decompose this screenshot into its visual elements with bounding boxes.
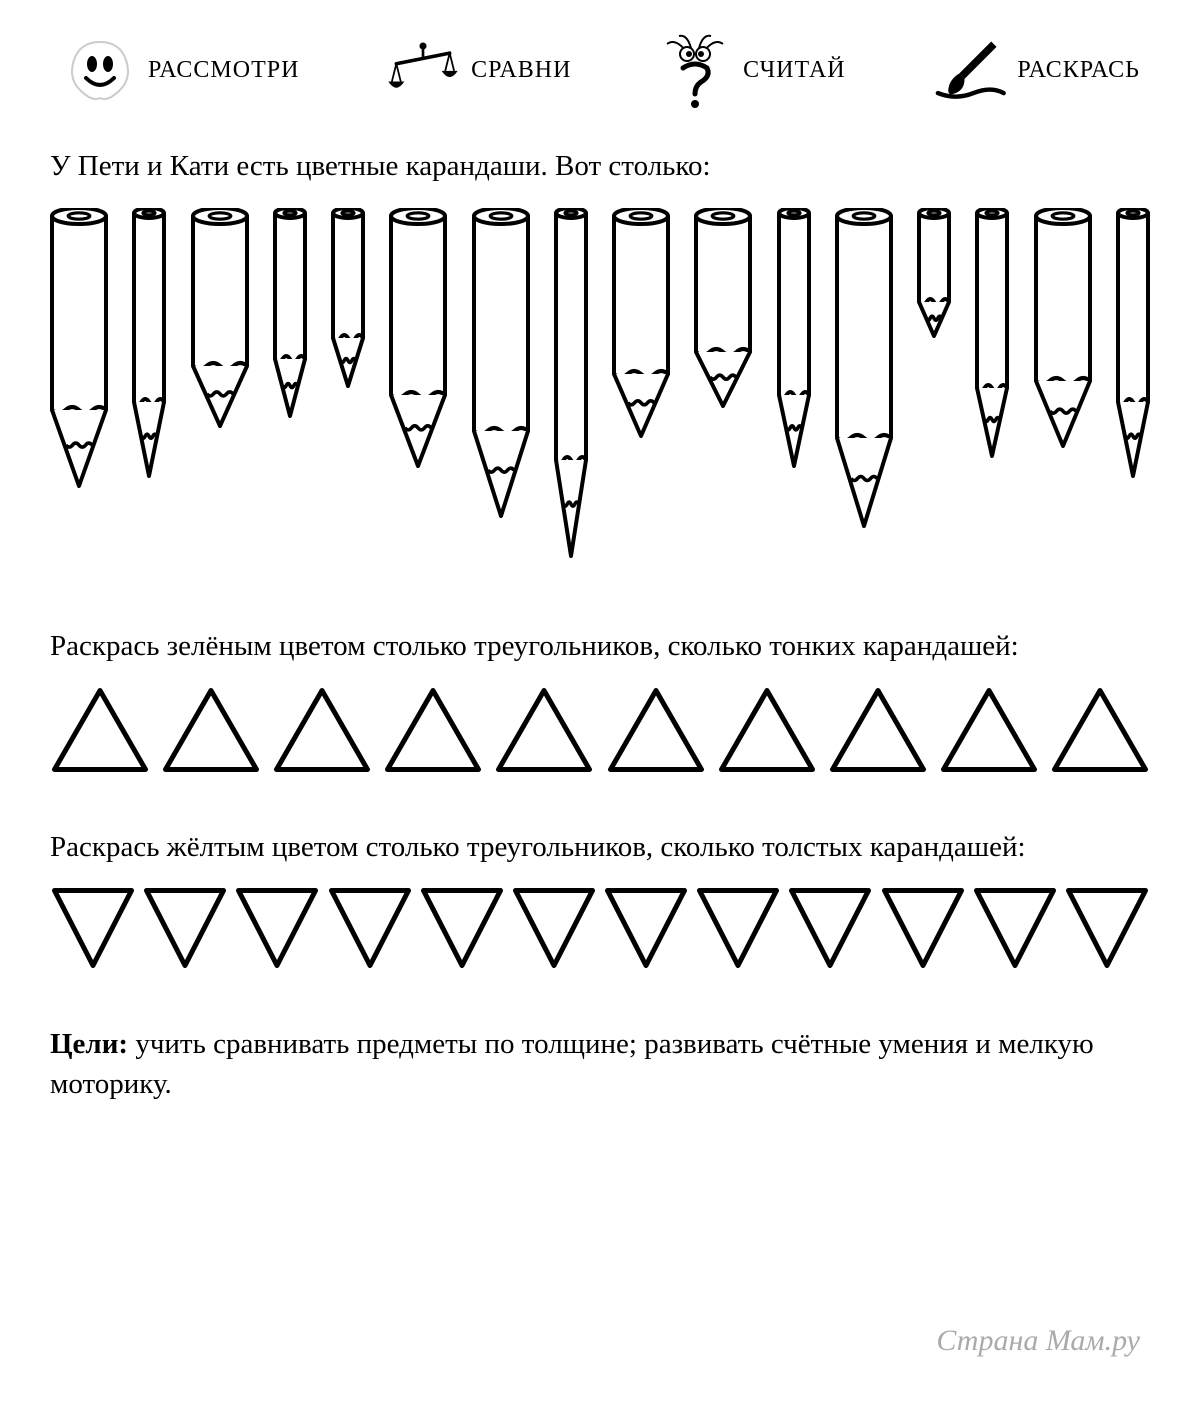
- header-item-count: СЧИТАЙ: [655, 30, 845, 110]
- triangle-down: [50, 886, 136, 970]
- watermark: Страна Мам.ру: [936, 1324, 1140, 1358]
- triangle-down: [972, 886, 1058, 970]
- header-label-color: РАСКРАСЬ: [1017, 57, 1140, 84]
- triangles-row-down: [50, 886, 1150, 970]
- pencil-thin: [975, 208, 1009, 458]
- pencil-thick: [389, 208, 447, 468]
- pencil-thick: [694, 208, 752, 408]
- triangle-up: [606, 686, 706, 774]
- triangle-up: [50, 686, 150, 774]
- pencil-thick: [612, 208, 670, 438]
- pencil-thick: [1034, 208, 1092, 448]
- triangle-down: [511, 886, 597, 970]
- triangle-up: [717, 686, 817, 774]
- task2-text: Раскрась жёлтым цветом столько треугольн…: [50, 829, 1150, 867]
- pencil-thin: [1116, 208, 1150, 478]
- triangles-row-up: [50, 686, 1150, 774]
- triangle-up: [828, 686, 928, 774]
- header-label-look: РАССМОТРИ: [148, 57, 299, 84]
- triangle-down: [1064, 886, 1150, 970]
- triangle-down: [234, 886, 320, 970]
- triangle-up: [939, 686, 1039, 774]
- header-item-look: РАССМОТРИ: [60, 30, 299, 110]
- pencil-thin: [917, 208, 951, 338]
- triangle-down: [880, 886, 966, 970]
- pencil-thin: [132, 208, 166, 478]
- triangle-up: [272, 686, 372, 774]
- goals-label: Цели:: [50, 1028, 128, 1060]
- task1-text: Раскрась зелёным цветом столько треуголь…: [50, 628, 1150, 666]
- header-row: РАССМОТРИ СРАВНИ: [50, 30, 1150, 110]
- intro-text: У Пети и Кати есть цветные карандаши. Во…: [50, 150, 1150, 183]
- brush-icon: [929, 30, 1009, 110]
- pencils-row: [50, 208, 1150, 568]
- triangle-up: [161, 686, 261, 774]
- triangle-down: [695, 886, 781, 970]
- header-label-compare: СРАВНИ: [471, 57, 571, 84]
- header-item-compare: СРАВНИ: [383, 30, 571, 110]
- pencil-thick: [50, 208, 108, 488]
- pencil-thick: [191, 208, 249, 428]
- question-creature-icon: [655, 30, 735, 110]
- pencil-thin: [273, 208, 307, 418]
- triangle-down: [787, 886, 873, 970]
- triangle-down: [419, 886, 505, 970]
- header-label-count: СЧИТАЙ: [743, 57, 845, 84]
- pencil-thin: [331, 208, 365, 388]
- triangle-up: [494, 686, 594, 774]
- pencil-thick: [472, 208, 530, 518]
- triangle-up: [1050, 686, 1150, 774]
- pencil-thin: [777, 208, 811, 468]
- triangle-down: [327, 886, 413, 970]
- goals-text: Цели: учить сравнивать предметы по толщи…: [50, 1025, 1150, 1103]
- triangle-up: [383, 686, 483, 774]
- goals-body: учить сравнивать предметы по толщине; ра…: [50, 1028, 1094, 1099]
- header-item-color: РАСКРАСЬ: [929, 30, 1140, 110]
- triangle-down: [142, 886, 228, 970]
- scales-icon: [383, 30, 463, 110]
- triangle-down: [603, 886, 689, 970]
- pencil-thin: [554, 208, 588, 558]
- smile-icon: [60, 30, 140, 110]
- pencil-thick: [835, 208, 893, 528]
